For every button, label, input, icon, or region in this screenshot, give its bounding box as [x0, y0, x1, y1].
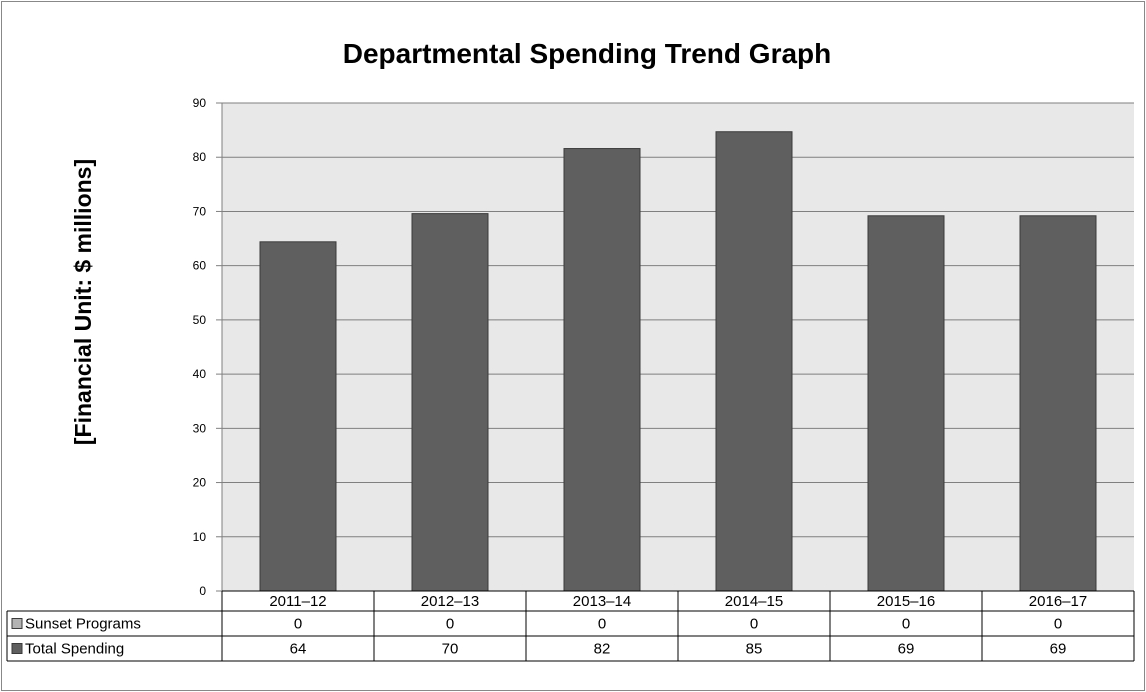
data-label: 0: [446, 616, 454, 633]
y-axis-label: [Financial Unit: $ millions]: [70, 159, 96, 445]
x-category-label: 2014–15: [725, 593, 783, 610]
legend-key: [11, 643, 23, 654]
data-label: 0: [902, 616, 910, 633]
data-label: 85: [746, 641, 763, 658]
data-label: 64: [290, 641, 307, 658]
y-tick-label: 10: [193, 530, 207, 544]
y-tick-label: 80: [193, 150, 207, 164]
data-label: 69: [1050, 641, 1067, 658]
legend-label: Total Spending: [25, 641, 124, 658]
y-tick-label: 90: [193, 96, 207, 110]
data-table: 2011–12 2012–13 2013–14 2014–15 2015–16 2016–…: [6, 590, 1135, 662]
bar-total-spending: [867, 215, 945, 592]
y-tick-label: 60: [193, 259, 207, 273]
bar-total-spending: [411, 213, 489, 592]
bar-total-spending: [715, 131, 793, 592]
data-label: 69: [898, 641, 915, 658]
x-category-label: 2012–13: [421, 593, 479, 610]
data-label: 0: [598, 616, 606, 633]
legend-label: Sunset Programs: [25, 616, 141, 633]
y-tick-label: 0: [199, 584, 206, 598]
y-tick-label: 20: [193, 476, 207, 490]
data-label: 70: [442, 641, 459, 658]
bar-total-spending: [259, 241, 337, 592]
legend-key: [11, 618, 23, 629]
y-tick-label: 40: [193, 367, 207, 381]
data-label: 0: [1054, 616, 1062, 633]
bar-total-spending: [563, 148, 641, 592]
y-tick-label: 50: [193, 313, 207, 327]
x-category-label: 2015–16: [877, 593, 935, 610]
plot-background: [222, 103, 1134, 591]
y-tick-label: 70: [193, 204, 207, 218]
x-category-label: 2011–12: [269, 593, 326, 610]
y-tick-label: 30: [193, 421, 207, 435]
chart-title: Departmental Spending Trend Graph: [343, 38, 832, 69]
data-label: 0: [750, 616, 758, 633]
x-category-label: 2013–14: [573, 593, 631, 610]
data-label: 0: [294, 616, 302, 633]
plot-area: 0 10 20 30 40 50 60 70 80 90: [193, 96, 1134, 598]
data-label: 82: [594, 641, 611, 658]
bar-total-spending: [1019, 215, 1097, 592]
x-category-label: 2016–17: [1029, 593, 1087, 610]
